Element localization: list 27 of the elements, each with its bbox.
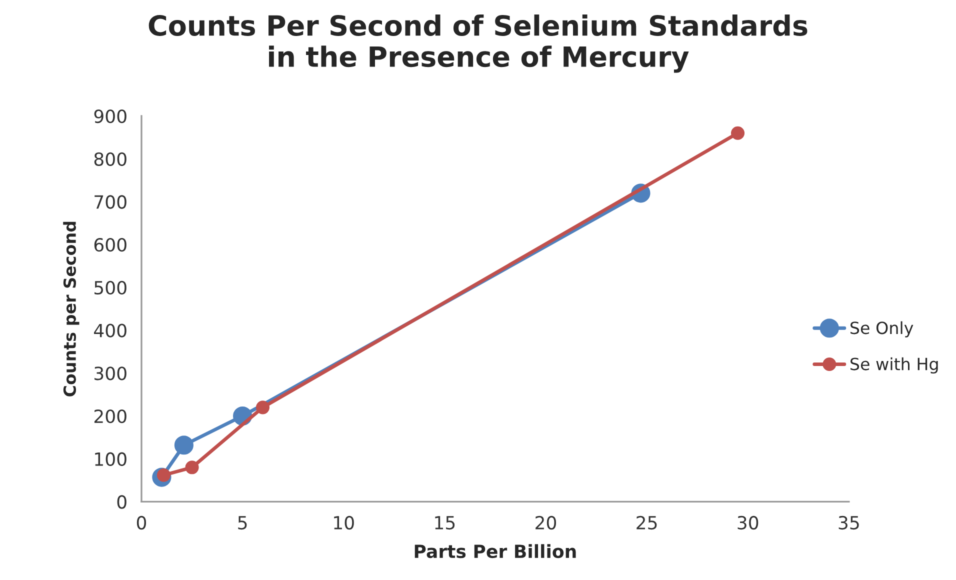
y-tick-label: 100 (95, 452, 126, 466)
y-tick-label: 700 (94, 195, 126, 209)
legend-label: Se with Hg (850, 357, 938, 374)
y-tick-label: 500 (94, 280, 126, 295)
x-tick-label: 35 (838, 516, 859, 530)
x-tick-label: 20 (536, 516, 556, 530)
x-tick-label: 5 (238, 516, 247, 530)
x-tick-label: 15 (435, 516, 455, 530)
y-tick-label: 600 (94, 238, 126, 252)
x-axis-title: Parts Per Billion (414, 544, 576, 558)
y-tick-label: 300 (94, 366, 126, 380)
legend-label: Se Only (850, 321, 914, 338)
chart-title: Counts Per Second of Selenium Standards in the Presence of Mercury (148, 14, 808, 73)
x-tick-label: 30 (738, 516, 758, 530)
point (730, 126, 745, 140)
y-tick-label: 400 (94, 324, 126, 338)
y-tick-label: 800 (94, 152, 126, 166)
x-tick-label: 25 (636, 516, 657, 530)
point (185, 460, 199, 474)
y-axis-title: Counts per Second (63, 222, 80, 396)
y-tick-label: 900 (94, 109, 126, 124)
x-tick-label: 10 (334, 516, 354, 530)
point (174, 436, 194, 455)
point (256, 400, 270, 414)
y-tick-label: 200 (94, 409, 126, 424)
x-tick-label: 0 (136, 516, 146, 530)
y-tick-label: 0 (117, 495, 126, 509)
